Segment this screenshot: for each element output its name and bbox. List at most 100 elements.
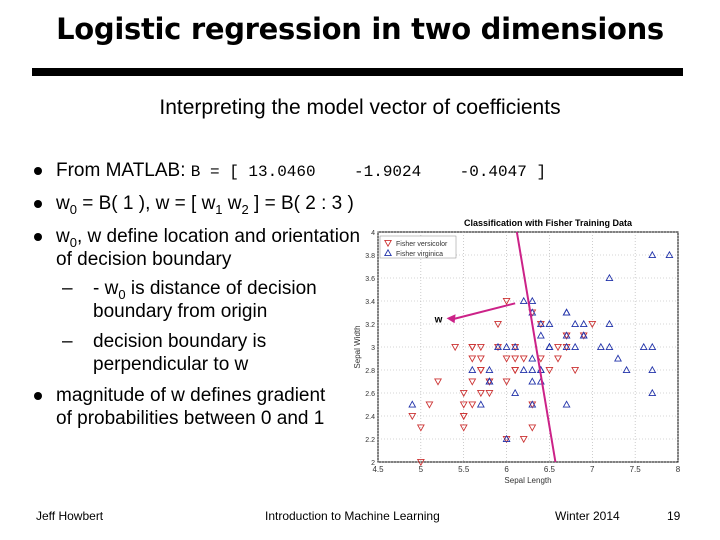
w0-symbol: w <box>56 193 70 214</box>
data-point <box>476 400 485 408</box>
data-point <box>476 355 485 363</box>
y-tick-label: 4 <box>371 230 375 237</box>
footer-page: 19 <box>667 509 681 523</box>
data-point <box>459 412 468 421</box>
y-tick-label: 3.6 <box>365 276 375 283</box>
data-point <box>648 388 657 397</box>
sub-bullet-2-line-2: perpendicular to w <box>93 354 249 375</box>
w0-subscript: 0 <box>69 201 77 217</box>
x-tick-label: 7 <box>590 465 595 474</box>
w-arrow-head <box>446 314 456 324</box>
y-tick-label: 3.4 <box>365 299 375 306</box>
y-axis-label: Sepal Width <box>353 325 362 368</box>
legend-box <box>379 235 457 259</box>
data-point <box>536 319 545 328</box>
bullet-2-w2: w <box>222 193 242 214</box>
scatter-chart: Classification with Fisher Training Data… <box>353 218 681 485</box>
sub-bullet-1-dash: – <box>62 278 73 299</box>
title-rule <box>32 68 683 76</box>
data-point <box>511 366 520 375</box>
data-point <box>545 366 554 375</box>
data-point <box>502 355 511 363</box>
bullet-3-dot <box>34 233 42 241</box>
data-point <box>485 365 494 374</box>
data-point <box>476 366 485 375</box>
y-tick-label: 3 <box>371 345 375 352</box>
bullet-1: From MATLAB: B = [ 13.0460 -1.9024 -0.40… <box>56 160 546 183</box>
sub-bullet-1-subscript: 0 <box>118 286 126 302</box>
data-point <box>639 342 648 351</box>
slide-subtitle: Interpreting the model vector of coeffic… <box>159 96 561 119</box>
data-point <box>511 342 520 351</box>
data-point <box>416 458 425 467</box>
slide-title: Logistic regression in two dimensions <box>56 12 664 46</box>
chart-legend: Fisher versicolor Fisher virginica <box>379 235 457 259</box>
w1-subscript: 1 <box>215 201 223 217</box>
sub-bullet-1-text: is distance of decision <box>125 278 317 299</box>
y-tick-label: 2.2 <box>365 437 375 444</box>
data-point <box>468 343 477 352</box>
data-point <box>468 378 477 386</box>
data-point <box>562 400 571 408</box>
data-point <box>648 342 657 351</box>
matlab-code: B = [ 13.0460 -1.9024 -0.4047 ] <box>190 163 547 181</box>
footer-author: Jeff Howbert <box>36 509 104 523</box>
bullet-3-line-1: w0, w define location and orientation <box>56 226 360 254</box>
w0-symbol-2: w <box>56 226 70 247</box>
bullet-2-dot <box>34 200 42 208</box>
data-point <box>519 355 528 363</box>
data-point <box>519 435 528 444</box>
data-point <box>536 355 545 363</box>
bullet-3-line-2: of decision boundary <box>56 249 232 270</box>
x-axis-label: Sepal Length <box>504 476 551 485</box>
data-point <box>451 343 460 352</box>
data-point <box>579 331 588 339</box>
data-point <box>485 377 494 385</box>
bullet-2: w0 = B( 1 ), w = [ w1 w2 ] = B( 2 : 3 ) <box>56 193 354 221</box>
data-point <box>528 354 537 362</box>
y-tick-label: 2.8 <box>365 368 375 375</box>
data-point <box>502 297 511 306</box>
bullet-3-text-1: , w define location and orientation <box>76 226 361 247</box>
data-point <box>648 365 657 374</box>
data-point <box>596 342 605 351</box>
data-point <box>648 250 657 259</box>
data-point <box>459 424 468 432</box>
data-point <box>502 378 511 386</box>
data-point <box>476 389 485 398</box>
data-point <box>528 400 537 408</box>
data-point <box>416 424 425 432</box>
data-point <box>519 365 528 374</box>
x-tick-label: 6 <box>504 465 509 474</box>
legend-marker <box>384 248 392 257</box>
data-point <box>528 424 537 432</box>
sub-bullet-1-pre: - w <box>93 278 119 299</box>
data-point <box>571 342 580 351</box>
data-point <box>545 319 554 328</box>
data-point <box>528 377 537 385</box>
x-tick-label: 5.5 <box>458 465 470 474</box>
x-tick-label: 6.5 <box>544 465 556 474</box>
bullet-4-line-2: of probabilities between 0 and 1 <box>56 408 325 429</box>
data-point <box>528 365 537 374</box>
data-point <box>562 308 571 316</box>
data-point <box>468 401 477 409</box>
data-point <box>571 319 580 328</box>
bullet-4-dot <box>34 392 42 400</box>
bullet-2-mid: = B( 1 ), w = [ w <box>76 193 216 214</box>
data-point <box>425 401 434 409</box>
data-point <box>605 319 614 328</box>
data-point <box>408 400 417 408</box>
data-point <box>622 365 631 374</box>
w-arrow-shaft <box>452 302 516 321</box>
data-point <box>468 365 477 374</box>
data-point <box>494 342 502 351</box>
sub-bullet-2-line-1: decision boundary is <box>93 331 267 352</box>
data-point <box>502 342 511 351</box>
legend-label: Fisher virginica <box>396 251 443 258</box>
data-point <box>502 434 511 443</box>
data-point <box>511 388 520 397</box>
legend-marker <box>384 239 392 248</box>
data-point <box>476 343 485 352</box>
data-point <box>579 319 588 328</box>
